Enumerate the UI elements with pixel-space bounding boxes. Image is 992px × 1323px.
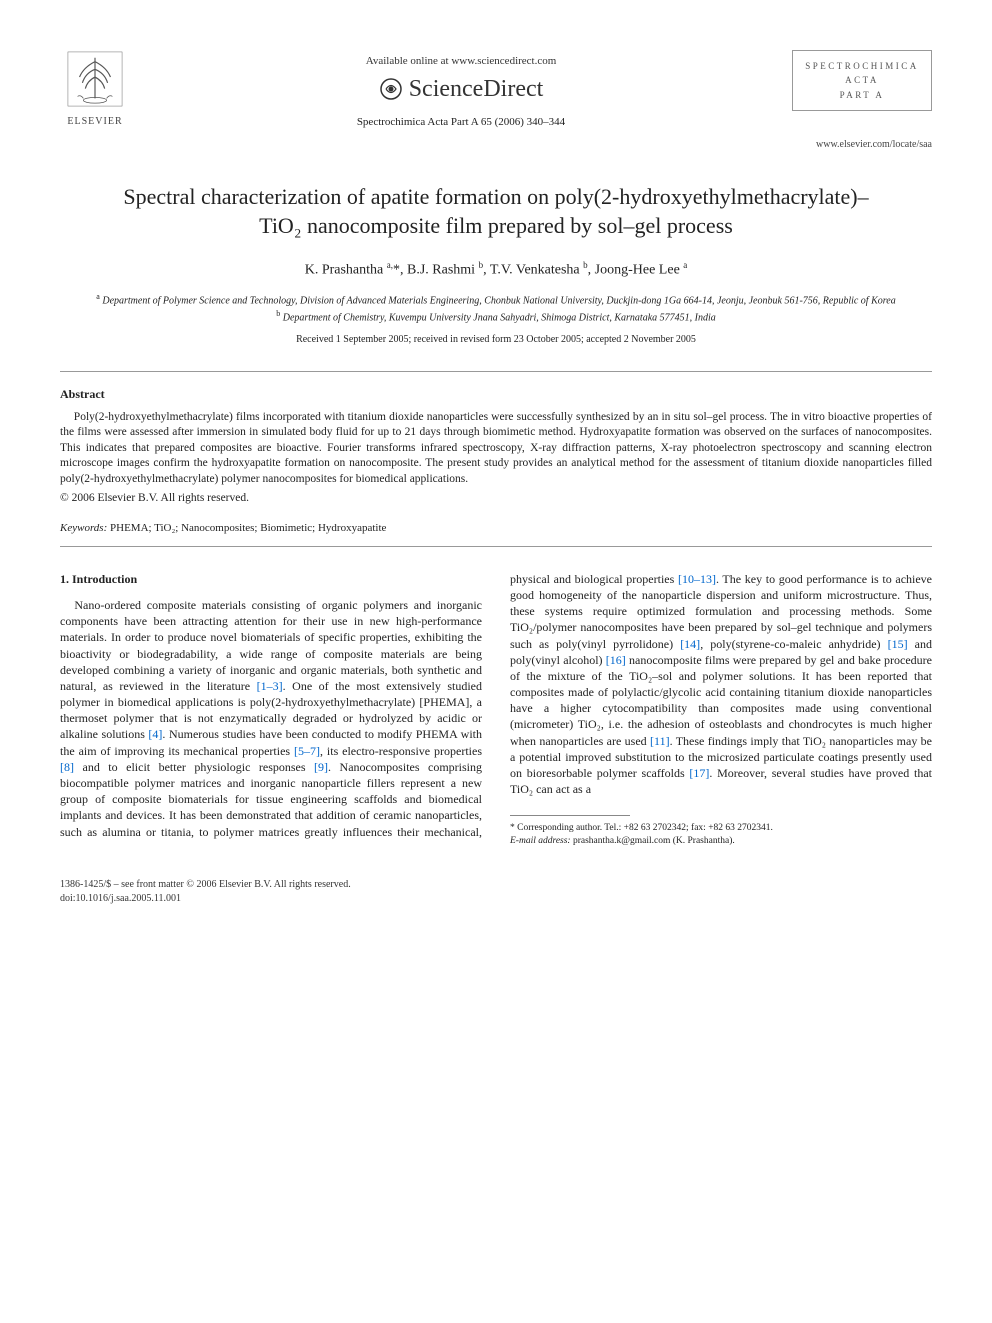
keywords-label: Keywords:	[60, 522, 107, 534]
doi-line: doi:10.1016/j.saa.2005.11.001	[60, 892, 932, 906]
citation-link[interactable]: [5–7]	[294, 744, 320, 758]
abstract-text: Poly(2-hydroxyethylmethacrylate) films i…	[60, 410, 932, 488]
affiliation-a: a Department of Polymer Science and Tech…	[60, 291, 932, 308]
article-dates: Received 1 September 2005; received in r…	[60, 333, 932, 347]
journal-cover-block: SPECTROCHIMICA ACTA PART A	[792, 50, 932, 111]
email-label: E-mail address:	[510, 836, 571, 846]
article-title: Spectral characterization of apatite for…	[120, 182, 872, 241]
publisher-logo: ELSEVIER	[60, 50, 130, 128]
citation-link[interactable]: [10–13]	[678, 572, 716, 586]
citation-link[interactable]: [14]	[680, 637, 700, 651]
author-list: K. Prashantha a,*, B.J. Rashmi b, T.V. V…	[60, 259, 932, 281]
issn-line: 1386-1425/$ – see front matter © 2006 El…	[60, 878, 932, 892]
abstract-heading: Abstract	[60, 386, 932, 402]
sciencedirect-logo: ScienceDirect	[130, 73, 792, 105]
citation-link[interactable]: [1–3]	[257, 679, 283, 693]
citation-link[interactable]: [8]	[60, 760, 74, 774]
affiliations: a Department of Polymer Science and Tech…	[60, 291, 932, 326]
citation-link[interactable]: [17]	[689, 766, 709, 780]
journal-cover-line1: SPECTROCHIMICA	[797, 59, 927, 73]
journal-cover-line3: PART A	[797, 88, 927, 102]
journal-cover-line2: ACTA	[797, 73, 927, 87]
header-center: Available online at www.sciencedirect.co…	[130, 50, 792, 130]
body-columns: 1. Introduction Nano-ordered composite m…	[60, 571, 932, 848]
abstract-copyright: © 2006 Elsevier B.V. All rights reserved…	[60, 491, 932, 507]
abstract-paragraph: Poly(2-hydroxyethylmethacrylate) films i…	[60, 410, 932, 488]
email-address[interactable]: prashantha.k@gmail.com (K. Prashantha).	[573, 836, 735, 846]
divider	[60, 371, 932, 372]
keywords-values: PHEMA; TiO₂; Nanocomposites; Biomimetic;…	[110, 522, 386, 534]
elsevier-tree-icon	[66, 50, 124, 108]
corresponding-author-footnote: * Corresponding author. Tel.: +82 63 270…	[510, 822, 932, 848]
journal-url[interactable]: www.elsevier.com/locate/saa	[60, 138, 932, 152]
citation-link[interactable]: [4]	[148, 727, 162, 741]
sciencedirect-icon	[379, 77, 403, 101]
journal-reference: Spectrochimica Acta Part A 65 (2006) 340…	[130, 115, 792, 130]
divider	[60, 546, 932, 547]
page-footer: 1386-1425/$ – see front matter © 2006 El…	[60, 878, 932, 905]
affiliation-b: b Department of Chemistry, Kuvempu Unive…	[60, 308, 932, 325]
available-online-text: Available online at www.sciencedirect.co…	[130, 54, 792, 69]
citation-link[interactable]: [9]	[314, 760, 328, 774]
keywords-line: Keywords: PHEMA; TiO₂; Nanocomposites; B…	[60, 521, 932, 536]
corresponding-author-line: * Corresponding author. Tel.: +82 63 270…	[510, 822, 932, 835]
footnote-separator	[510, 815, 630, 816]
citation-link[interactable]: [15]	[888, 637, 908, 651]
body-paragraph: Nano-ordered composite materials consist…	[60, 571, 932, 848]
email-line: E-mail address: prashantha.k@gmail.com (…	[510, 835, 932, 848]
publisher-name: ELSEVIER	[60, 115, 130, 129]
citation-link[interactable]: [11]	[650, 734, 670, 748]
journal-cover: SPECTROCHIMICA ACTA PART A	[792, 50, 932, 111]
sciencedirect-text: ScienceDirect	[409, 73, 544, 105]
section-heading: 1. Introduction	[60, 571, 482, 587]
page-header: ELSEVIER Available online at www.science…	[60, 50, 932, 130]
citation-link[interactable]: [16]	[606, 653, 626, 667]
